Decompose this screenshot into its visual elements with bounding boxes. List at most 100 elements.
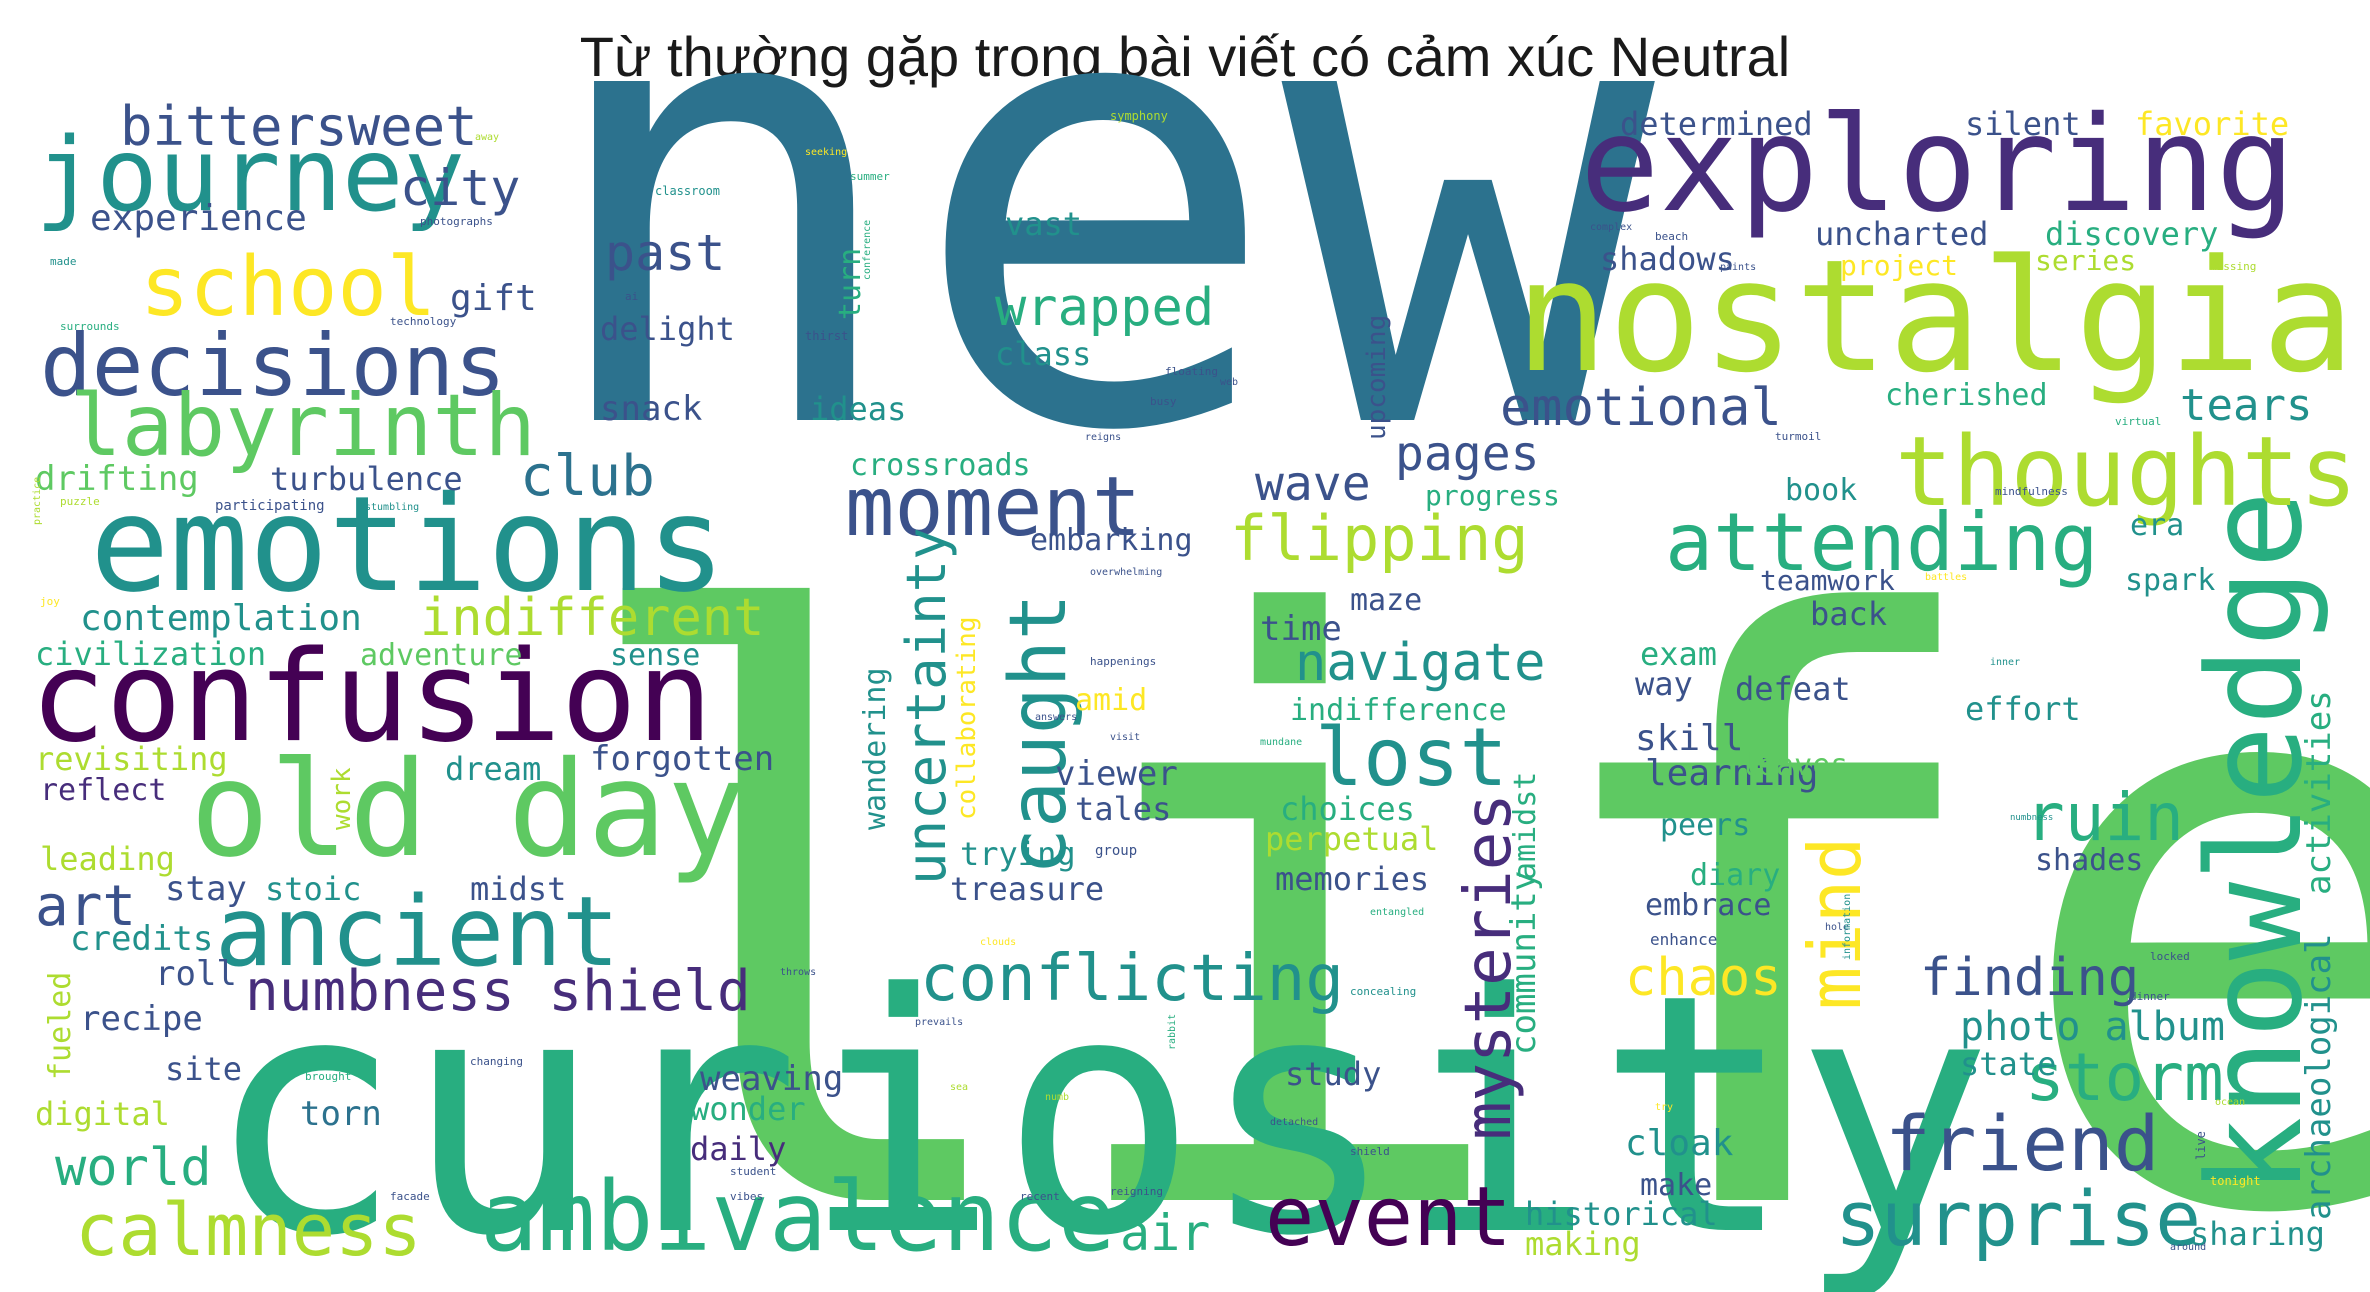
- word-treasure: treasure: [950, 870, 1104, 908]
- word-site: site: [165, 1050, 242, 1088]
- word-art: art: [35, 874, 136, 939]
- word-brought: brought: [305, 1070, 351, 1083]
- word-confusion: confusion: [30, 623, 713, 770]
- word-sense: sense: [610, 638, 700, 673]
- word-era: era: [2130, 508, 2184, 543]
- word-try: try: [1655, 1102, 1673, 1113]
- word-activities: activities: [2299, 690, 2339, 895]
- word-puzzle: puzzle: [60, 495, 100, 508]
- word-floating: floating: [1165, 365, 1218, 378]
- word-turn: turn: [833, 248, 868, 320]
- word-series: series: [2035, 244, 2136, 277]
- word-city: city: [400, 159, 520, 217]
- word-photo-album: photo album: [1960, 1004, 2225, 1050]
- word-happenings: happenings: [1090, 655, 1156, 668]
- word-classroom: classroom: [655, 184, 720, 198]
- word-mundane: mundane: [1260, 737, 1302, 748]
- word-shades: shades: [2035, 843, 2143, 878]
- word-shield: shield: [1350, 1145, 1390, 1158]
- word-finding: finding: [1920, 948, 2139, 1008]
- word-midst: midst: [470, 870, 566, 908]
- word-locked: locked: [2150, 950, 2190, 963]
- word-ambivalence: ambivalence: [480, 1161, 1116, 1273]
- word-revisiting: revisiting: [35, 740, 228, 778]
- word-ocean: ocean: [2215, 1097, 2245, 1108]
- word-inner: inner: [1990, 657, 2020, 668]
- word-moment: moment: [845, 460, 1141, 555]
- word-civilization: civilization: [35, 635, 266, 673]
- word-embarking: embarking: [1030, 523, 1193, 558]
- word-virtual: virtual: [2115, 415, 2161, 428]
- word-vibes: vibes: [730, 1190, 763, 1203]
- word-uncharted: uncharted: [1815, 215, 1988, 253]
- word-maze: maze: [1350, 583, 1422, 618]
- word-community: community: [1504, 871, 1544, 1055]
- word-numb: numb: [1045, 1092, 1069, 1103]
- word-new: new: [535, 0, 1659, 567]
- word-uncertainty: uncertainty: [895, 527, 958, 885]
- word-journey: journey: [35, 116, 465, 235]
- word-work: work: [327, 767, 357, 830]
- word-wrapped: wrapped: [995, 278, 1214, 338]
- word-trying: trying: [960, 835, 1076, 873]
- word-old-day: old day: [190, 733, 746, 887]
- word-defeat: defeat: [1735, 670, 1851, 708]
- word-battles: battles: [1925, 572, 1967, 583]
- word-diary: diary: [1690, 858, 1780, 893]
- word-complex: complex: [1590, 222, 1632, 233]
- word-tears: tears: [2180, 380, 2312, 431]
- word-tonight: tonight: [2210, 1174, 2261, 1188]
- word-reflect: reflect: [40, 773, 166, 808]
- word-stumbling: stumbling: [365, 502, 419, 513]
- word-information: information: [1842, 894, 1853, 960]
- word-missing: missing: [2210, 260, 2256, 273]
- word-skill: skill: [1635, 718, 1743, 759]
- word-drifting: drifting: [35, 459, 199, 499]
- word-fueled: fueled: [43, 972, 78, 1080]
- word-ideas: ideas: [810, 390, 906, 428]
- word-thirst: thirst: [805, 329, 848, 343]
- word-weaving: weaving: [700, 1059, 843, 1099]
- word-turmoil: turmoil: [1775, 430, 1821, 443]
- word-silent: silent: [1965, 105, 2081, 143]
- word-student: student: [730, 1165, 776, 1178]
- word-caught: caught: [994, 593, 1084, 875]
- word-photographs: photographs: [420, 215, 493, 228]
- word-progress: progress: [1425, 479, 1560, 512]
- word-conflicting: conflicting: [920, 942, 1344, 1016]
- word-conference: conference: [862, 220, 873, 280]
- word-technology: technology: [390, 315, 457, 328]
- word-concealing: concealing: [1350, 985, 1416, 998]
- word-ancient: ancient: [215, 876, 620, 988]
- word-exam: exam: [1640, 635, 1717, 673]
- word-favorite: favorite: [2135, 105, 2289, 143]
- word-labyrinth: labyrinth: [70, 376, 536, 476]
- word-experience: experience: [90, 198, 307, 239]
- word-gift: gift: [450, 278, 537, 319]
- word-vast: vast: [1005, 205, 1082, 243]
- word-making: making: [1525, 1225, 1641, 1263]
- word-leading: leading: [40, 840, 175, 878]
- word-summer: summer: [850, 170, 890, 183]
- word-storm: storm: [2025, 1039, 2224, 1116]
- word-knowledge: knowledge: [2179, 491, 2331, 1195]
- word-learning: learning: [1645, 753, 1818, 794]
- word-rabbit: rabbit: [1167, 1014, 1178, 1050]
- word-perpetual: perpetual: [1265, 820, 1438, 858]
- word-indifference: indifference: [1290, 693, 1507, 728]
- word-tales: tales: [1075, 790, 1171, 828]
- word-attending: attending: [1665, 496, 2098, 589]
- word-adventure: adventure: [360, 638, 523, 673]
- word-reigns: reigns: [1085, 432, 1121, 443]
- word-daily: daily: [690, 1130, 786, 1168]
- word-recipe: recipe: [80, 999, 203, 1039]
- word-mindfulness: mindfulness: [1995, 485, 2068, 498]
- page-title: Từ thường gặp trong bài viết có cảm xúc …: [579, 25, 1791, 88]
- word-amid: amid: [1075, 683, 1147, 718]
- word-entangled: entangled: [1370, 907, 1424, 918]
- word-peers: peers: [1660, 808, 1750, 843]
- word-paints: paints: [1720, 262, 1756, 273]
- word-world: world: [55, 1138, 212, 1198]
- word-leaves: leaves: [1740, 748, 1848, 783]
